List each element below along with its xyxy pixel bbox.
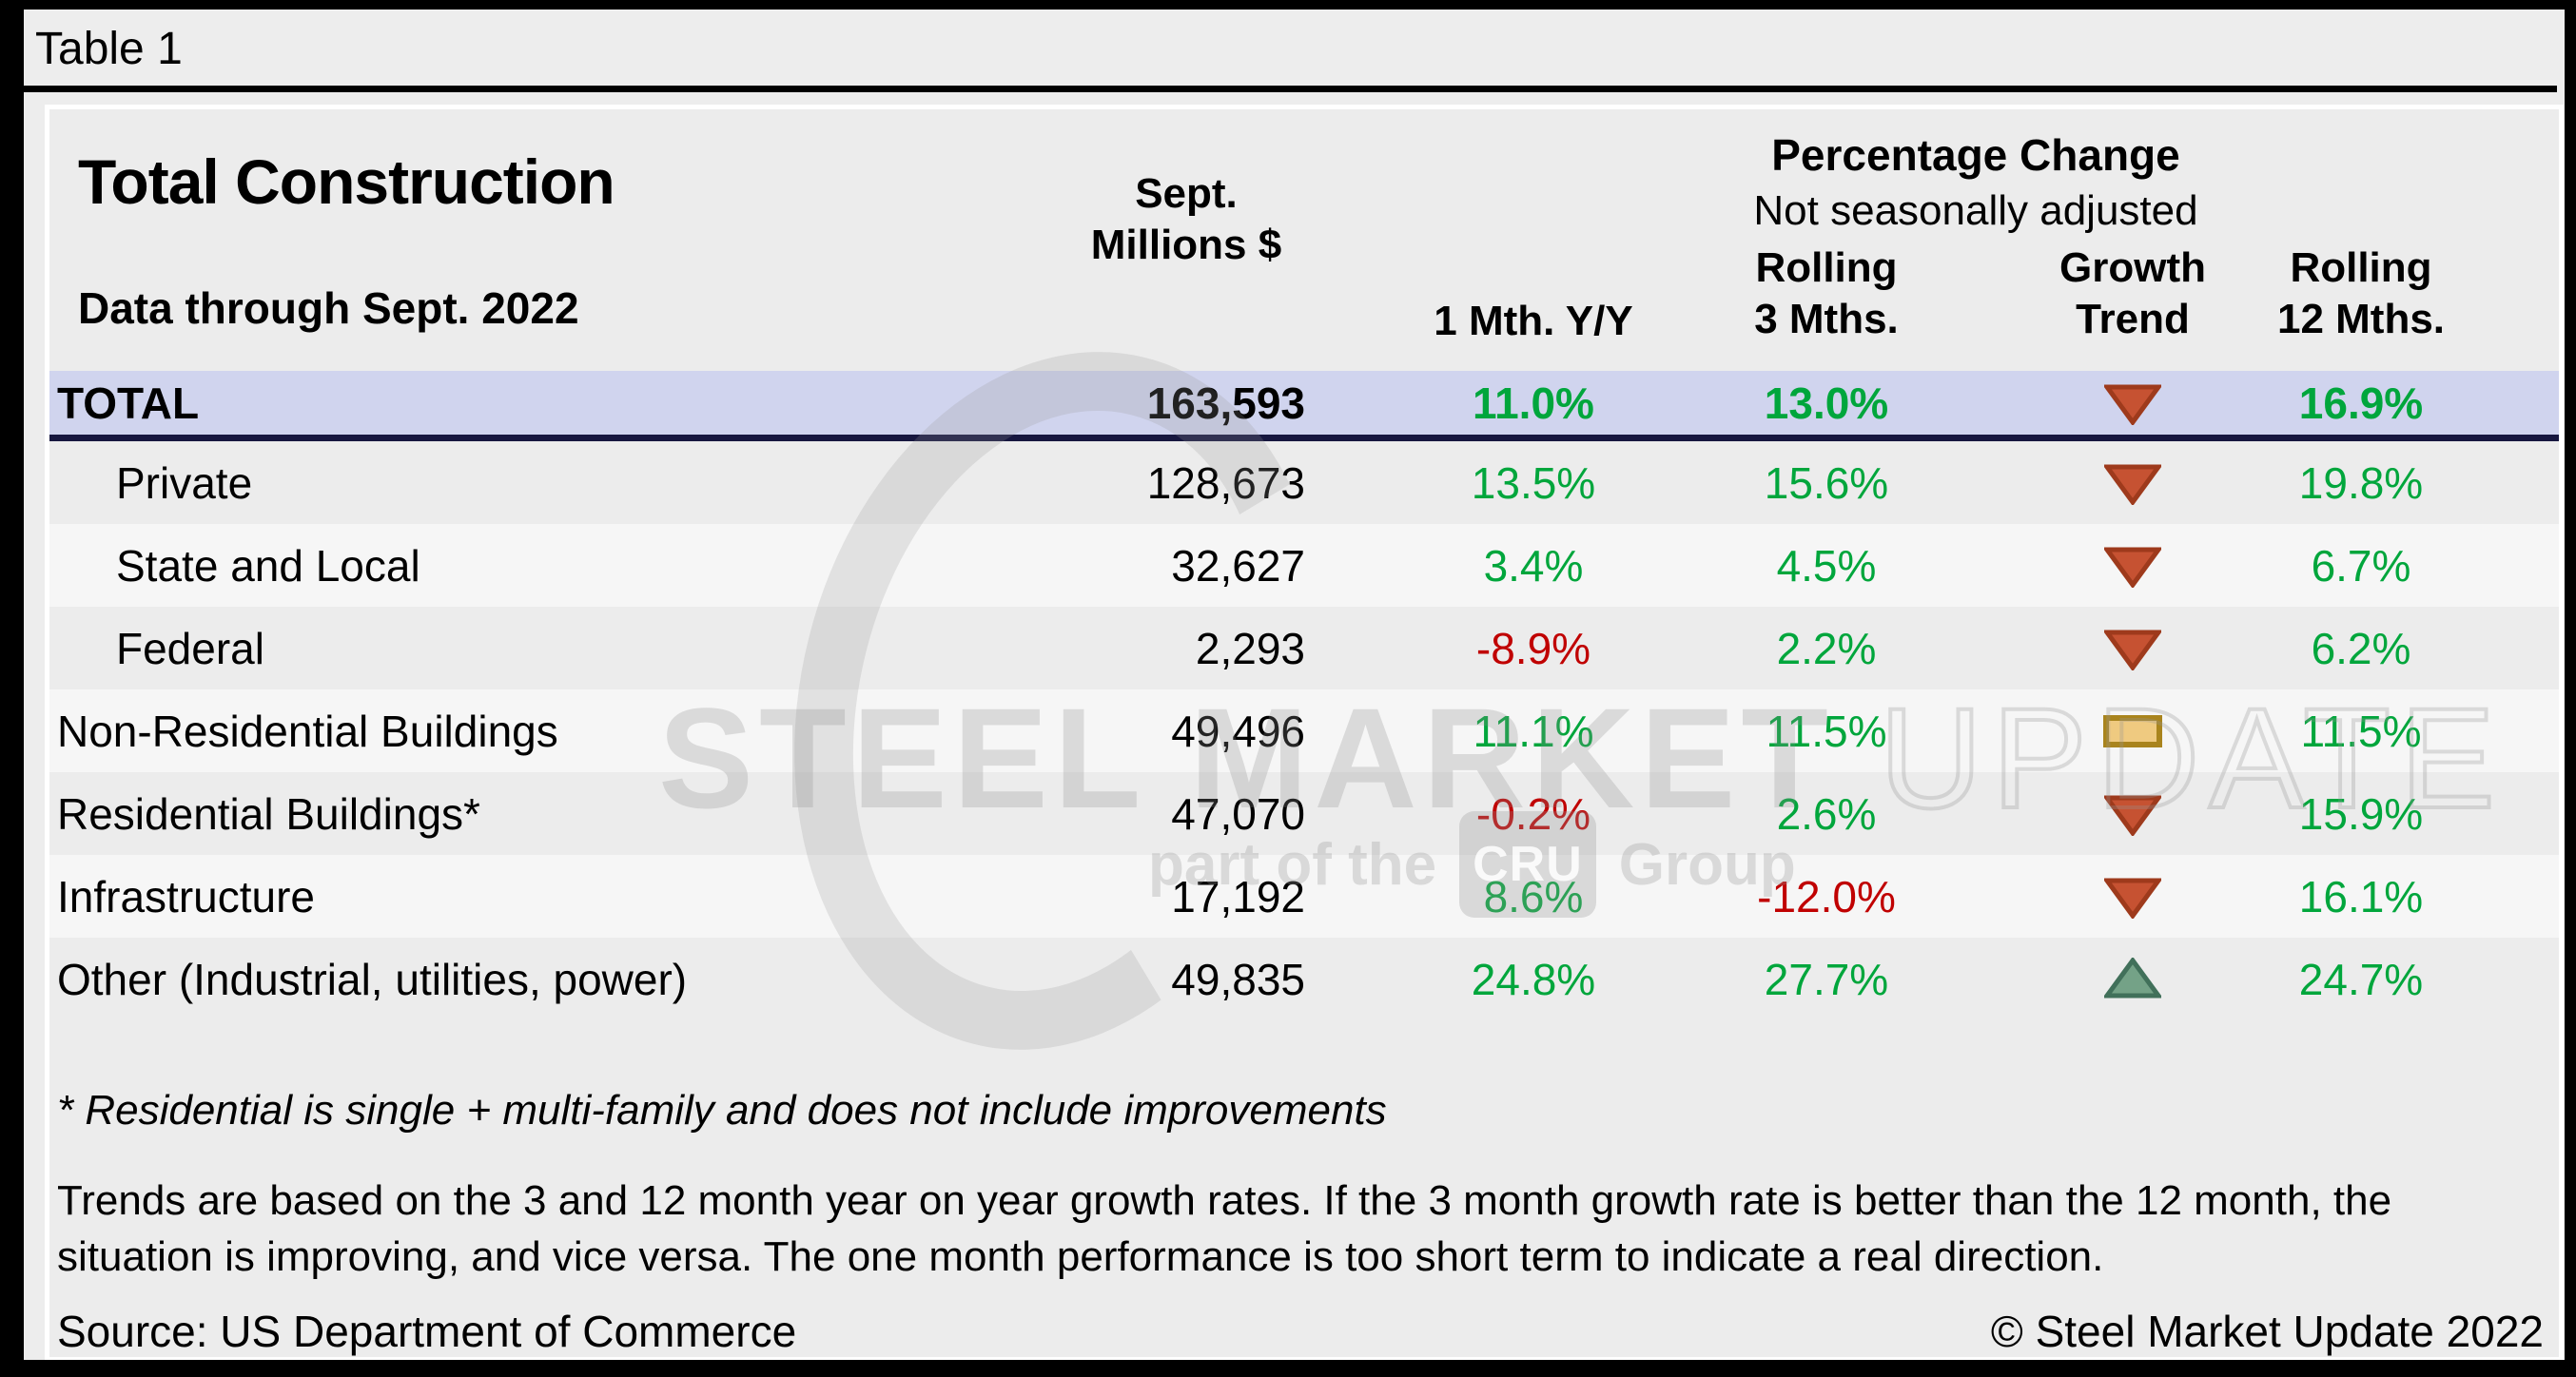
- trends-explanation: Trends are based on the 3 and 12 month y…: [57, 1177, 2392, 1281]
- row-growth-trend: [1895, 381, 2371, 425]
- row-label: Non-Residential Buildings: [57, 706, 558, 756]
- row-millions-value: 47,070: [1171, 788, 1305, 839]
- table-row: Residential Buildings* 47,070 -0.2% 2.6% 15.…: [49, 772, 2559, 855]
- row-rolling3-value: 15.6%: [1764, 457, 1889, 508]
- source-label: Source: US Department of Commerce: [57, 1307, 797, 1356]
- row-growth-trend: [1895, 709, 2371, 753]
- row-label: Other (Industrial, utilities, power): [57, 954, 688, 1004]
- table-body: TOTAL 163,593 11.0% 13.0% 16.9% Private 128,67…: [49, 371, 2559, 1020]
- row-rolling3-value: 27.7%: [1764, 954, 1889, 1004]
- row-rolling12-value: 6.2%: [2311, 623, 2411, 673]
- row-label: State and Local: [116, 540, 420, 591]
- trend-down-icon: [2104, 795, 2161, 836]
- row-rolling3-value: 11.5%: [1766, 706, 1887, 756]
- table-row: Non-Residential Buildings 49,496 11.1% 11.5…: [49, 689, 2559, 772]
- row-rolling12-value: 16.9%: [2298, 378, 2424, 428]
- trend-down-icon: [2104, 464, 2161, 505]
- col-header-rolling-12mths: Rolling 12 Mths.: [2276, 244, 2446, 342]
- row-1mth-value: 13.5%: [1471, 457, 1596, 508]
- row-rolling12-value: 6.7%: [2311, 540, 2411, 591]
- trend-down-icon: [2104, 878, 2161, 919]
- construction-table-panel: Total Construction Data through Sept. 20…: [45, 105, 2564, 1360]
- row-rolling12-value: 19.8%: [2298, 457, 2424, 508]
- page-title: Total Construction: [78, 146, 615, 217]
- trend-up-icon: [2104, 957, 2161, 998]
- row-1mth-value: 24.8%: [1471, 954, 1596, 1004]
- row-growth-trend: [1895, 792, 2371, 836]
- row-growth-trend: [1895, 627, 2371, 670]
- col-header-not-seasonally-adjusted: Not seasonally adjusted: [1753, 187, 2198, 234]
- col-header-percentage-change: Percentage Change: [1771, 130, 2180, 180]
- row-1mth-value: 11.0%: [1473, 378, 1594, 428]
- row-growth-trend: [1895, 957, 2371, 1001]
- copyright-label: © Steel Market Update 2022: [1990, 1307, 2544, 1356]
- row-growth-trend: [1895, 544, 2371, 588]
- row-label: Federal: [116, 623, 264, 673]
- trend-flat-icon: [2103, 714, 2162, 747]
- row-rolling3-value: 2.2%: [1776, 623, 1877, 673]
- table-row: Private 128,673 13.5% 15.6% 19.8%: [49, 441, 2559, 524]
- row-rolling3-value: 4.5%: [1776, 540, 1877, 591]
- row-1mth-value: -0.2%: [1475, 788, 1591, 839]
- row-growth-trend: [1895, 461, 2371, 505]
- row-1mth-value: 3.4%: [1483, 540, 1584, 591]
- col-header-rolling-3mths: Rolling 3 Mths.: [1754, 244, 1899, 342]
- row-rolling12-value: 24.7%: [2298, 954, 2424, 1004]
- row-rolling3-value: 13.0%: [1764, 378, 1889, 428]
- table-tag: Table 1: [35, 24, 183, 74]
- table-row: State and Local 32,627 3.4% 4.5% 6.7%: [49, 524, 2559, 607]
- row-millions-value: 128,673: [1146, 457, 1305, 508]
- row-1mth-value: 8.6%: [1483, 871, 1584, 921]
- report-frame: Table 1 Total Construction Data through …: [24, 10, 2565, 1360]
- table-row: Other (Industrial, utilities, power) 49,8…: [49, 938, 2559, 1020]
- row-1mth-value: -8.9%: [1475, 623, 1591, 673]
- row-1mth-value: 11.1%: [1473, 706, 1594, 756]
- row-millions-value: 49,835: [1171, 954, 1305, 1004]
- row-label: Private: [116, 457, 253, 508]
- table-row: Infrastructure 17,192 8.6% -12.0% 16.1%: [49, 855, 2559, 938]
- row-rolling12-value: 16.1%: [2298, 871, 2424, 921]
- col-header-1mth: 1 Mth. Y/Y: [1434, 298, 1633, 344]
- table-row: Federal 2,293 -8.9% 2.2% 6.2%: [49, 607, 2559, 689]
- trend-down-icon: [2104, 384, 2161, 425]
- data-through-label: Data through Sept. 2022: [78, 283, 579, 333]
- row-millions-value: 49,496: [1171, 706, 1305, 756]
- row-label: Infrastructure: [57, 871, 315, 921]
- row-rolling3-value: 2.6%: [1776, 788, 1877, 839]
- row-label: Residential Buildings*: [57, 788, 480, 839]
- trend-down-icon: [2104, 630, 2161, 670]
- col-header-millions: Sept. Millions $: [1090, 170, 1282, 268]
- row-label: TOTAL: [57, 378, 200, 428]
- col-header-growth-trend: Growth Trend: [2059, 244, 2206, 342]
- row-growth-trend: [1895, 875, 2371, 919]
- row-millions-value: 2,293: [1195, 623, 1305, 673]
- row-rolling3-value: -12.0%: [1757, 871, 1896, 921]
- row-millions-value: 163,593: [1146, 378, 1305, 428]
- header-rule: [24, 86, 2557, 92]
- trend-down-icon: [2104, 547, 2161, 588]
- row-rolling12-value: 15.9%: [2298, 788, 2424, 839]
- row-millions-value: 32,627: [1171, 540, 1305, 591]
- row-rolling12-value: 11.5%: [2300, 706, 2422, 756]
- residential-footnote: * Residential is single + multi-family a…: [57, 1087, 1387, 1134]
- row-millions-value: 17,192: [1171, 871, 1305, 921]
- table-row: TOTAL 163,593 11.0% 13.0% 16.9%: [49, 371, 2559, 441]
